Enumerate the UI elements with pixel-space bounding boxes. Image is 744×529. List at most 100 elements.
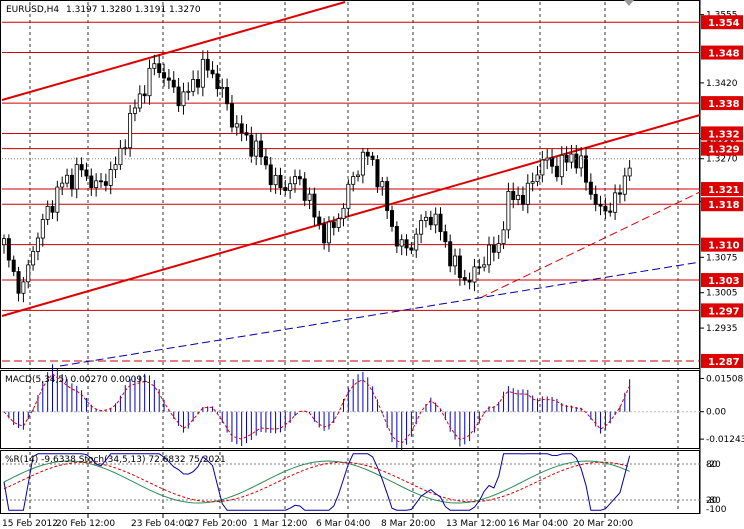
level-label: 1.329 <box>708 145 740 156</box>
candle-body <box>215 73 220 90</box>
macd-pane[interactable] <box>0 370 700 449</box>
candle-body <box>385 181 390 211</box>
candle-body <box>31 251 36 266</box>
osc-y-tick-label: -20 <box>706 460 721 470</box>
candle-body <box>195 79 200 88</box>
long-trend-line <box>59 261 701 367</box>
candle-body <box>457 255 462 278</box>
candle-body <box>268 164 273 186</box>
candle-body <box>307 193 312 201</box>
candle-body <box>45 205 50 220</box>
candle-body <box>540 159 545 176</box>
level-label-box <box>701 96 743 111</box>
candle-body <box>171 79 176 88</box>
trend-lines <box>1 1 701 367</box>
support-trend-line <box>479 191 701 299</box>
candle-body <box>6 238 11 261</box>
candle-body <box>312 193 317 218</box>
candle-body <box>244 132 249 136</box>
candle-body <box>525 182 530 205</box>
level-label: 1.318 <box>708 200 740 211</box>
candle-body <box>617 192 622 195</box>
macd-y-tick-label: 0.00 <box>706 408 726 418</box>
level-label: 1.354 <box>708 18 740 29</box>
level-label: 1.332 <box>708 129 740 140</box>
level-label-box <box>701 126 743 141</box>
candle-body <box>477 266 482 269</box>
candle-body <box>157 63 162 74</box>
candle-body <box>501 229 506 244</box>
ohlc-values: 1.3197 1.3280 1.3191 1.3270 <box>66 5 201 15</box>
level-label: 1.338 <box>708 99 740 110</box>
y-tick-label: 1.3420 <box>706 79 738 89</box>
level-label: 1.321 <box>708 185 740 196</box>
osc-y-tick-label: -80 <box>706 496 721 506</box>
candle-body <box>186 90 191 93</box>
oscillator-indicator: 80-20 20-80-100 <box>2 453 727 515</box>
candle-body <box>389 210 394 227</box>
level-label: 1.303 <box>708 276 740 287</box>
candle-body <box>356 174 361 177</box>
candle-body <box>326 221 331 244</box>
upper-channel-line <box>1 1 346 101</box>
candle-body <box>506 190 511 231</box>
y-tick-label: 1.3005 <box>706 289 738 299</box>
level-label-box <box>701 197 743 212</box>
candle-body <box>99 180 104 183</box>
candle-body <box>108 169 113 186</box>
candle-body <box>74 164 79 190</box>
candle-body <box>142 93 147 97</box>
candle-body <box>132 107 137 114</box>
candle-body <box>569 153 574 163</box>
level-label-box <box>701 45 743 60</box>
x-tick-label: 13 Mar 12:00 <box>446 519 506 529</box>
candle-body <box>94 180 99 189</box>
candle-body <box>200 58 205 88</box>
level-label-box <box>701 353 743 368</box>
x-tick-label: 20 Mar 20:00 <box>573 519 633 529</box>
candle-body <box>249 134 254 157</box>
level-label: 1.348 <box>708 49 740 60</box>
candle-body <box>613 192 618 213</box>
candle-body <box>375 159 380 188</box>
candle-body <box>254 140 259 157</box>
candle-body <box>336 218 341 228</box>
candle-body <box>472 266 477 283</box>
candle-body <box>433 213 438 226</box>
williams-r-line <box>3 453 631 511</box>
candle-body <box>438 213 443 233</box>
candle-body <box>26 264 31 283</box>
candle-body <box>69 174 74 190</box>
candle-body <box>2 238 7 246</box>
level-label: 1.297 <box>708 306 740 317</box>
candle-body <box>65 174 70 184</box>
y-tick-label: 1.3075 <box>706 253 738 263</box>
macd-header: MACD(5,34,5) 0.00270 0.00091 <box>5 375 148 385</box>
candle-body <box>530 181 535 184</box>
candle-body <box>574 153 579 169</box>
candle-body <box>123 147 128 150</box>
candle-body <box>239 123 244 134</box>
macd-y-tick-label: 0.01508 <box>706 374 743 384</box>
candle-body <box>16 271 21 294</box>
stoch-main-line <box>3 460 630 504</box>
candle-body <box>550 157 555 167</box>
x-tick-label: 8 Mar 20:00 <box>381 519 436 529</box>
candlesticks <box>2 50 700 303</box>
candle-body <box>516 194 521 200</box>
y-tick-label: 1.2935 <box>706 324 738 334</box>
candle-body <box>462 277 467 281</box>
candle-body <box>428 216 433 226</box>
candle-body <box>103 181 108 186</box>
candle-body <box>365 151 370 157</box>
osc-y-tick-label: 80 <box>706 460 718 470</box>
candle-body <box>11 259 16 272</box>
vertical-grid <box>29 2 679 512</box>
candle-body <box>453 255 458 267</box>
x-tick-label: 27 Feb 20:00 <box>188 519 247 529</box>
x-tick-label: 6 Mar 04:00 <box>316 519 371 529</box>
candle-body <box>399 239 404 247</box>
oscillator-header: %R(14) -9.6338 Stoch(34,5,13) 72.6832 75… <box>5 455 226 465</box>
candle-body <box>288 183 293 191</box>
